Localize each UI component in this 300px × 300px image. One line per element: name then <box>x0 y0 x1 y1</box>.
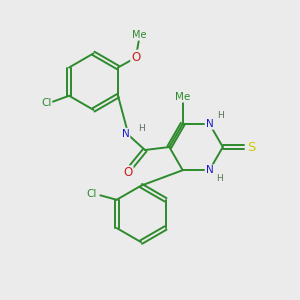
Text: O: O <box>123 167 133 179</box>
Text: N: N <box>206 165 213 175</box>
Text: H: H <box>218 111 224 120</box>
Text: Cl: Cl <box>87 189 97 199</box>
Text: H: H <box>139 124 145 133</box>
Text: Cl: Cl <box>41 98 51 108</box>
Text: H: H <box>217 174 223 183</box>
Text: Me: Me <box>131 30 146 40</box>
Text: Me: Me <box>175 92 190 101</box>
Text: N: N <box>122 129 130 139</box>
Text: N: N <box>206 119 213 129</box>
Text: S: S <box>247 140 255 154</box>
Text: O: O <box>131 51 140 64</box>
